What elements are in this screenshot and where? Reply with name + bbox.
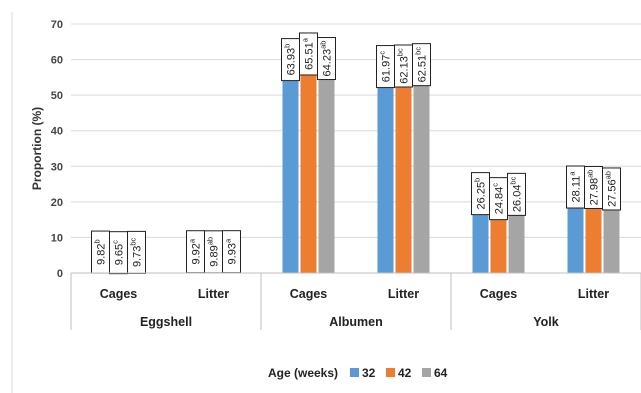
y-tick-label: 70: [51, 19, 63, 31]
x-tick-label: Cages: [100, 287, 138, 301]
x-group-label: Eggshell: [140, 315, 192, 329]
data-label: 63.93b: [283, 44, 298, 76]
bar-42-albumen-litter: [395, 51, 412, 273]
y-axis-label: Proportion (%): [30, 107, 44, 190]
bar-64-albumen-litter: [413, 50, 430, 273]
bar-32-albumen-cages: [282, 45, 299, 273]
data-label: 62.13bc: [396, 48, 411, 84]
y-tick-label: 0: [57, 268, 63, 280]
x-tick-label: Cages: [290, 287, 328, 301]
bar-64-albumen-cages: [318, 44, 335, 273]
data-label: 28.11a: [568, 171, 583, 203]
y-axis-ticks: 0 10 20 30 40 50 60 70: [51, 19, 63, 280]
data-label-box: [317, 37, 336, 81]
legend: Age (weeks) 32 42 64: [268, 366, 448, 380]
x-tick-label: Litter: [388, 287, 419, 301]
data-label: 9.93a: [224, 238, 239, 264]
y-tick-label: 50: [51, 90, 63, 102]
bar-42-albumen-cages: [300, 39, 317, 273]
legend-label-42: 42: [398, 366, 412, 380]
data-label: 9.92a: [188, 238, 203, 264]
data-label: 9.65c: [111, 240, 126, 265]
x-tick-label: Litter: [578, 287, 609, 301]
data-label: 9.89ab: [206, 237, 221, 267]
data-label: 26.25b: [473, 178, 488, 210]
data-label: 27.56ab: [604, 171, 619, 207]
y-tick-label: 20: [51, 197, 63, 209]
data-label: 27.98ab: [586, 170, 601, 206]
data-label: 64.23ab: [319, 41, 334, 77]
y-tick-label: 60: [51, 55, 63, 67]
data-label: 26.04bc: [509, 176, 524, 212]
data-label: 9.82b: [93, 239, 108, 265]
x-tick-label: Litter: [198, 287, 229, 301]
legend-swatch-64: [422, 368, 431, 377]
legend-swatch-42: [386, 368, 395, 377]
x-tick-label: Cages: [480, 287, 518, 301]
legend-swatch-32: [350, 368, 359, 377]
y-tick-label: 30: [51, 161, 63, 173]
bar-32-albumen-litter: [377, 52, 394, 273]
legend-label-32: 32: [362, 366, 376, 380]
x-group-label: Albumen: [329, 315, 382, 329]
legend-title: Age (weeks): [268, 366, 338, 380]
data-label-box: [507, 172, 526, 216]
x-axis: Cages Litter Cages Litter Cages Litter Eggshel…: [70, 272, 641, 330]
legend-label-64: 64: [434, 366, 448, 380]
y-tick-label: 10: [51, 232, 63, 244]
data-label-box: [602, 167, 621, 211]
data-label: 24.84c: [491, 183, 506, 215]
data-label: 61.97c: [378, 51, 393, 83]
x-group-label: Yolk: [533, 315, 559, 329]
data-label: 62.51bc: [414, 47, 429, 83]
data-label: 65.51a: [301, 37, 316, 70]
y-tick-label: 40: [51, 126, 63, 138]
data-label: 9.73bc: [129, 237, 144, 267]
data-label-box: [412, 43, 431, 87]
